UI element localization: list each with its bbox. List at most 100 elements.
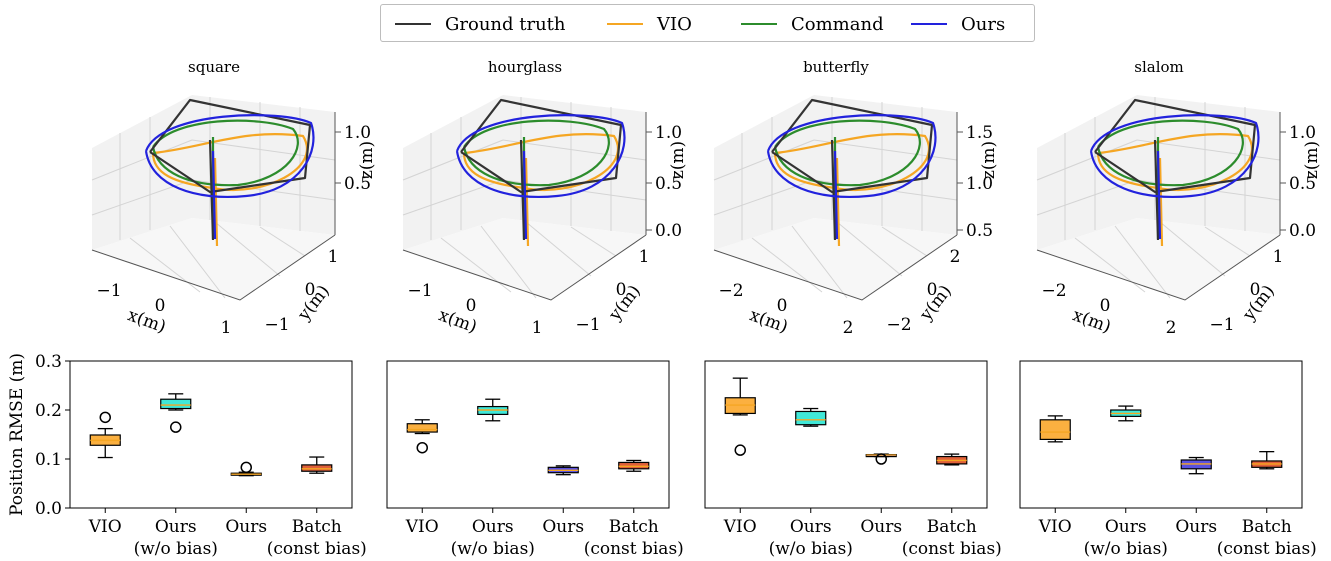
xtick-label: 0 [777,296,788,316]
panel-title: slalom [1134,58,1184,76]
xtick-label: 1 [532,318,543,338]
gridline [791,225,848,299]
flier [240,461,252,474]
trajectory-ours [766,114,937,240]
legend-item-ground-truth: Ground truth [395,13,566,35]
gridline [1136,139,1281,161]
ytick-label: −1 [264,315,289,335]
ytick-label: 0.0 [35,499,62,519]
gridline [1204,226,1251,257]
xtick-label: Batch [1242,517,1292,537]
panel-title: butterfly [803,58,869,76]
xtick-label: Ours [472,517,514,537]
axis-edge [713,234,958,301]
xtick-label: (w/o bias) [451,539,535,559]
xtick-label: (w/o bias) [134,539,218,559]
flier [416,441,428,454]
box-1 [160,393,192,433]
plot-area [704,360,988,509]
xtick-label: Batch [609,517,659,537]
panel-title: hourglass [488,58,562,76]
ytick-label: −1 [1209,315,1234,335]
box-2 [865,453,897,465]
legend-item-vio: VIO [607,13,692,35]
axis-edge [91,234,336,301]
ztick-label: 1.0 [344,123,371,143]
xtick-label: −2 [718,281,743,301]
ytick-label: −2 [886,315,911,335]
ztick-label: 0.0 [655,221,682,241]
box-body [160,398,192,410]
xtick-label: 0 [155,296,166,316]
xtick-label: −1 [96,281,121,301]
gridline [91,139,193,181]
xtick-label: Ours [1105,517,1147,537]
flier [734,444,746,456]
zaxis-label: z(m) [668,141,688,179]
ytick-label: 1 [328,247,339,267]
legend-swatch [607,23,643,25]
trajectory-vio [1096,133,1253,247]
xtick-label: (const bias) [1217,539,1317,559]
legend: Ground truth VIO Command Ours [380,4,1035,42]
xtick-label: 0 [466,296,477,316]
xtick-label: −1 [407,281,432,301]
trajectory-vio [151,133,308,247]
ztick-label: 0.5 [966,221,993,241]
flier [170,421,182,433]
box-0 [89,411,121,459]
xtick-label: Ours [542,517,584,537]
ztick-label: 1.0 [655,123,682,143]
gridline [191,139,336,161]
xtick-label: (const bias) [902,539,1002,559]
xtick-label: Batch [292,517,342,537]
trajectory-ground-truth [149,98,312,241]
gridline [502,139,647,161]
xtick-label: Ours [225,517,267,537]
y-axis-label: Position RMSE (m) [7,353,27,516]
zaxis-label: z(m) [1302,141,1322,179]
yaxis-label: y(m) [605,281,645,325]
gridline [480,225,537,299]
yaxis-label: y(m) [1239,281,1279,325]
legend-swatch [395,23,431,25]
ytick-label: 2 [950,247,961,267]
boxplot-slalom: VIO Ours(w/o bias)Ours Batch(const bias) [1019,360,1317,559]
xtick-label: −2 [1041,281,1066,301]
trajectory-ours [455,114,626,240]
ytick-label: 0.2 [35,401,62,421]
legend-label: Ground truth [445,13,566,35]
ytick-label: −1 [575,315,600,335]
axis-edge [402,234,647,301]
xtick-label: Ours [860,517,902,537]
boxplot-butterfly: VIO Ours(w/o bias)Ours Batch(const bias) [704,360,1002,559]
xtick-label: Batch [927,517,977,537]
ytick-label: 0 [305,280,316,300]
xtick-label: (const bias) [584,539,684,559]
trajectory-ours [144,114,315,240]
xtick-label: 1 [221,318,232,338]
ztick-label: 0.5 [1289,174,1316,194]
xtick-label: VIO [405,517,439,537]
legend-label: Ours [961,13,1006,35]
pane-floor [1037,218,1280,300]
pane-floor [714,218,957,300]
boxplot-hourglass: VIO Ours(w/o bias)Ours Batch(const bias) [386,360,684,559]
box-body [618,461,650,470]
pane-floor [92,218,335,300]
xtick-label: VIO [723,517,757,537]
ytick-label: 0.3 [35,352,62,372]
legend-label: Command [791,13,884,35]
box-0 [1039,415,1071,443]
gridline [570,226,617,257]
gridline [259,226,306,257]
legend-swatch [911,23,947,25]
ytick-label: 1 [639,247,650,267]
ytick-label: 0 [1250,280,1261,300]
plot-area [386,360,670,509]
trajectory-vio [462,133,619,247]
box-2 [230,461,262,477]
